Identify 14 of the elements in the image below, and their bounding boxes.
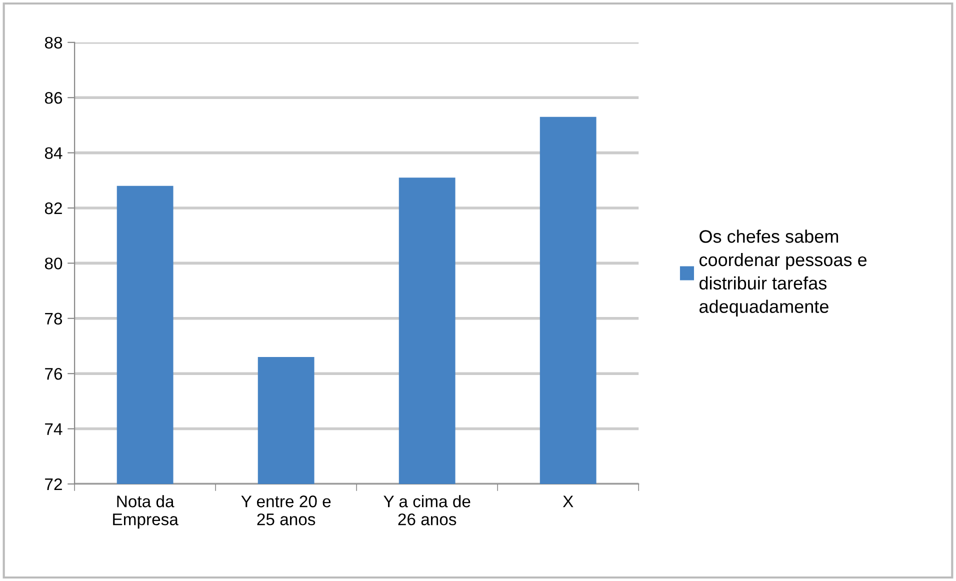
y-tick-label: 78 <box>45 312 62 325</box>
y-tick-label: 86 <box>44 92 62 104</box>
x-tick-label: Y entre 20 e 25 anos <box>241 496 331 526</box>
x-tick-label: Nota da Empresa <box>113 495 178 529</box>
x-tick-label: Y a cima de 26 anos <box>384 495 470 526</box>
y-tick-label: 80 <box>44 258 62 270</box>
legend-label: Os chefes sabem coordenar pessoas e distribuir tarefas adequadamente <box>699 230 867 317</box>
x-tick-label: X <box>562 496 574 508</box>
y-tick-label: 76 <box>45 368 62 380</box>
y-tick-label: 82 <box>44 202 62 214</box>
y-tick-label: 72 <box>45 478 62 490</box>
y-tick-label: 88 <box>44 36 62 49</box>
y-tick-label: 84 <box>44 147 62 160</box>
y-tick-label: 74 <box>45 423 62 435</box>
